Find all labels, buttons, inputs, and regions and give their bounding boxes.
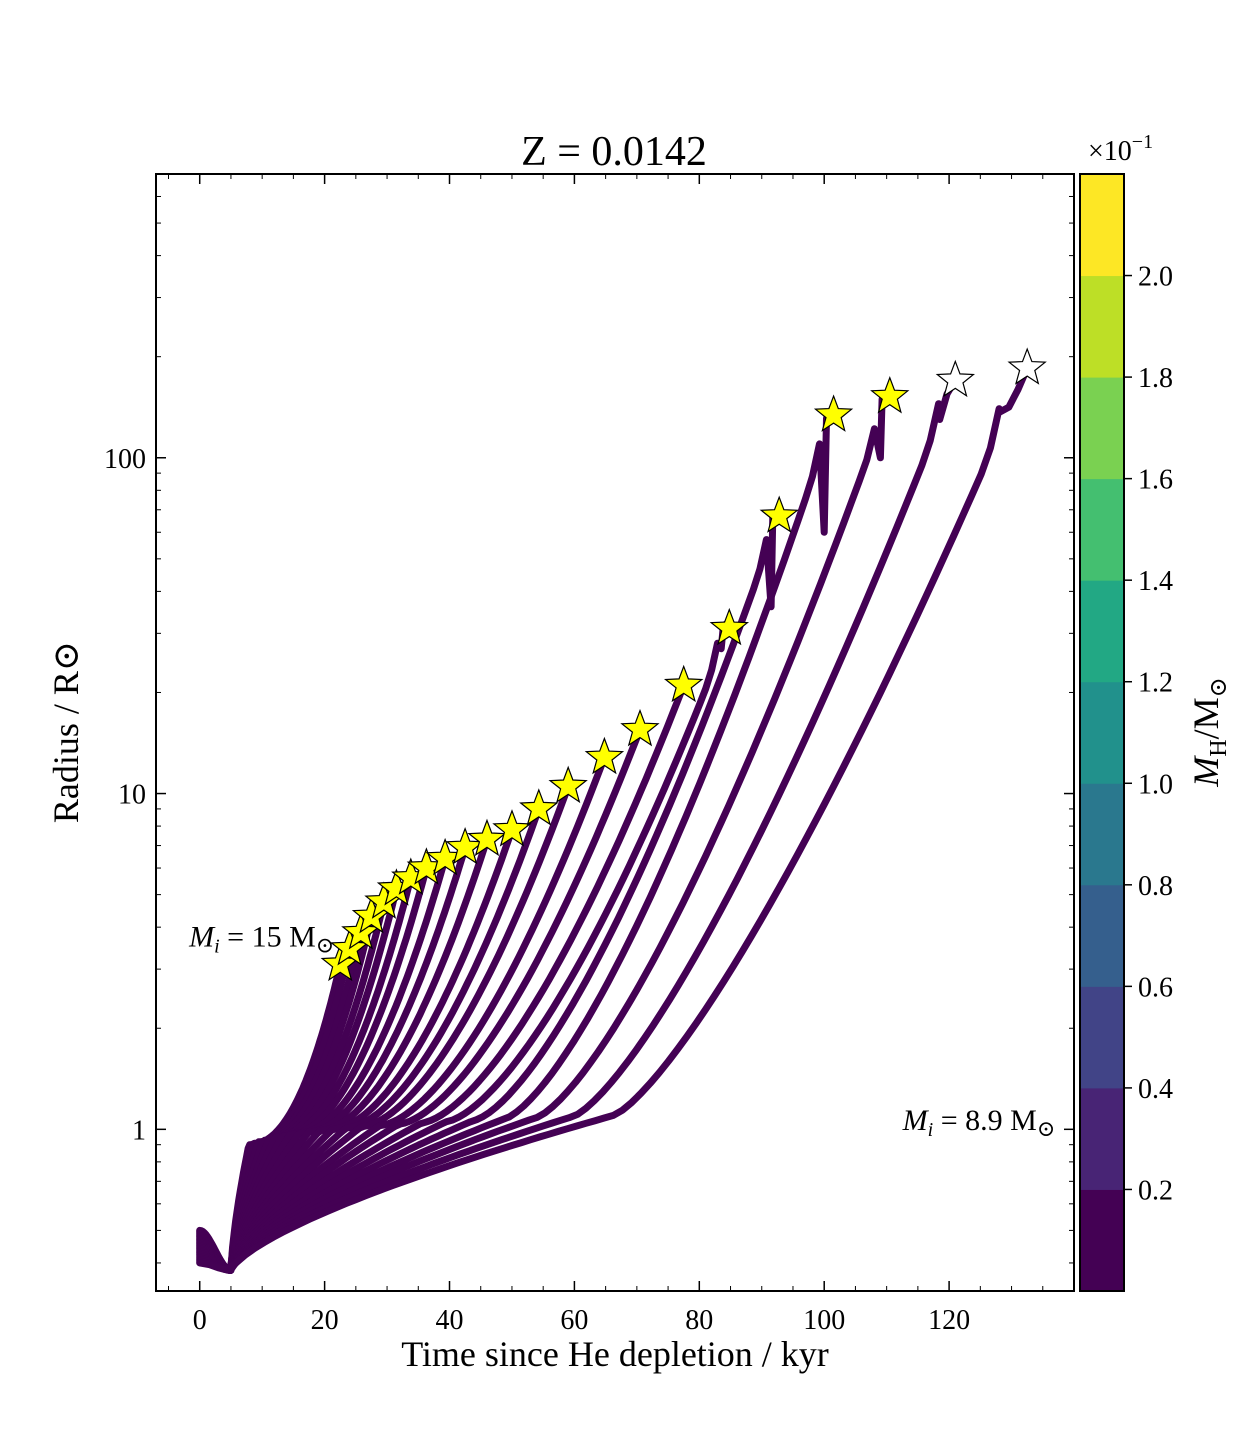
- series-line-track-22: [196, 376, 959, 1273]
- series-line-track-20: [196, 407, 838, 1274]
- colorbar-segment-4: [1080, 783, 1124, 886]
- x-tick-label-120: 120: [928, 1305, 970, 1336]
- colorbar-tick-label-3: 0.8: [1138, 871, 1173, 902]
- plot-frame: [155, 173, 1075, 1292]
- plot-area: [196, 347, 1047, 1274]
- x-tick-label-20: 20: [311, 1305, 339, 1336]
- colorbar-segment-2: [1080, 986, 1124, 1089]
- star-marker-track-15: [584, 736, 625, 775]
- colorbar-tick-label-5: 1.2: [1138, 668, 1173, 699]
- x-axis: 0 20 40 60 80 100 120: [167, 174, 1044, 1336]
- x-tick-label-100: 100: [803, 1305, 845, 1336]
- chart-title: Z = 0.0142: [521, 129, 707, 175]
- star-marker-track-17: [663, 664, 704, 703]
- star-marker-track-14: [548, 765, 588, 804]
- colorbar-segment-0: [1080, 1189, 1124, 1292]
- colorbar-segment-5: [1080, 681, 1124, 784]
- x-tick-label-80: 80: [685, 1305, 713, 1336]
- star-marker-track-12: [492, 809, 532, 847]
- series-line-track-21: [196, 389, 894, 1274]
- colorbar-segment-3: [1080, 884, 1124, 987]
- y-tick-label-1: 1: [132, 1115, 146, 1146]
- x-axis-label: Time since He depletion / kyr: [401, 1334, 829, 1374]
- star-marker-track-18: [709, 607, 750, 646]
- colorbar-tick-label-0: 0.2: [1138, 1175, 1173, 1206]
- y-axis: 1 10 100: [104, 173, 1074, 1264]
- series-line-track-18: [196, 618, 733, 1274]
- x-tick-label-60: 60: [560, 1305, 588, 1336]
- star-marker-track-23: [1007, 347, 1047, 385]
- colorbar-tick-label-9: 2.0: [1138, 262, 1173, 293]
- colorbar-segment-8: [1080, 377, 1124, 480]
- colorbar-segment-6: [1080, 580, 1124, 683]
- x-tick-label-40: 40: [436, 1305, 464, 1336]
- star-marker-track-21: [870, 375, 910, 414]
- annotation-mi-8-9: Mi = 8.9 M⊙: [902, 1104, 1056, 1141]
- y-tick-label-100: 100: [104, 444, 146, 475]
- series-line-track-23: [196, 364, 1031, 1274]
- colorbar-segment-1: [1080, 1087, 1124, 1190]
- colorbar-tick-label-7: 1.6: [1138, 465, 1173, 496]
- x-tick-label-0: 0: [193, 1305, 207, 1336]
- colorbar: 0.2 0.4 0.6 0.8 1.0 1.2 1.4 1.6 1.8 2.0: [1079, 173, 1173, 1292]
- star-marker-track-11: [467, 818, 507, 857]
- star-marker-track-19: [759, 495, 799, 533]
- series-line-track-19: [196, 506, 783, 1273]
- colorbar-frame: [1079, 173, 1125, 1292]
- colorbar-segment-7: [1080, 478, 1124, 581]
- colorbar-tick-label-1: 0.4: [1138, 1074, 1173, 1105]
- star-marker-track-16: [620, 708, 660, 747]
- annotation-mi-15: Mi = 15 M⊙: [188, 921, 334, 958]
- colorbar-label: MH/M⊙: [1186, 677, 1232, 787]
- y-axis-label: Radius / R⊙: [46, 641, 86, 823]
- colorbar-multiplier: ×10−1: [1088, 131, 1153, 167]
- star-marker-track-13: [519, 788, 559, 826]
- y-tick-label-10: 10: [118, 780, 146, 811]
- colorbar-tick-label-2: 0.6: [1138, 972, 1173, 1003]
- colorbar-tick-label-4: 1.0: [1138, 769, 1173, 800]
- colorbar-tick-label-6: 1.4: [1138, 566, 1173, 597]
- star-marker-track-20: [813, 394, 854, 432]
- colorbar-tick-label-8: 1.8: [1138, 363, 1173, 394]
- colorbar-segment-10: [1080, 174, 1124, 277]
- star-marker-track-22: [935, 359, 976, 398]
- colorbar-segment-9: [1080, 275, 1124, 378]
